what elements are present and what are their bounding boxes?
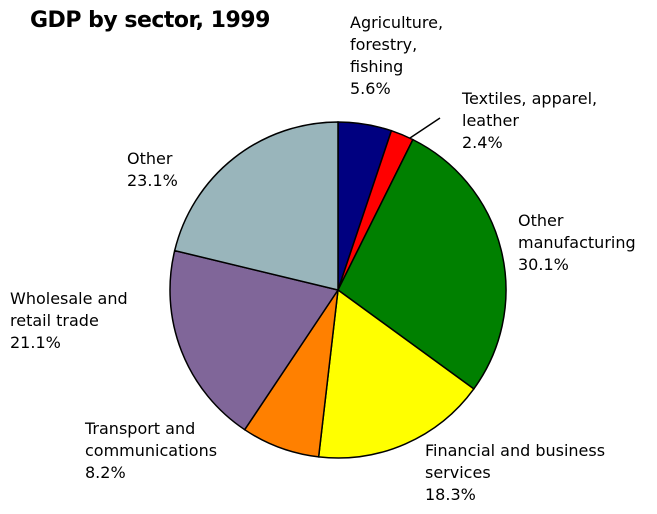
pie-slice — [173, 121, 339, 291]
category-label: Textiles, apparel, leather — [462, 89, 598, 130]
value-label: 8.2% — [85, 463, 126, 482]
slice-label: Financial and business services 18.3% — [425, 440, 605, 506]
value-label: 30.1% — [518, 255, 569, 274]
value-label: 18.3% — [425, 485, 476, 504]
pie-slice — [317, 288, 475, 459]
slice-label: Other manufacturing 30.1% — [518, 210, 636, 276]
category-label: Financial and business services — [425, 441, 606, 482]
pie-slice — [169, 249, 340, 431]
slice-label: Wholesale and retail trade 21.1% — [10, 288, 128, 354]
slice-label: Transport and communications 8.2% — [85, 418, 217, 484]
slice-label: Agriculture, forestry, fishing 5.6% — [350, 12, 443, 100]
value-label: 21.1% — [10, 333, 61, 352]
chart-title: GDP by sector, 1999 — [30, 8, 270, 33]
value-label: 5.6% — [350, 79, 391, 98]
category-label: Transport and communications — [85, 419, 218, 460]
slice-label: Textiles, apparel, leather 2.4% — [462, 88, 597, 154]
category-label: Agriculture, forestry, fishing — [350, 13, 444, 76]
pie-slice — [337, 138, 507, 390]
slice-label: Other 23.1% — [127, 148, 178, 192]
category-label: Wholesale and retail trade — [10, 289, 128, 330]
category-label: Other manufacturing — [518, 211, 636, 252]
category-label: Other — [127, 149, 173, 168]
value-label: 23.1% — [127, 171, 178, 190]
value-label: 2.4% — [462, 133, 503, 152]
